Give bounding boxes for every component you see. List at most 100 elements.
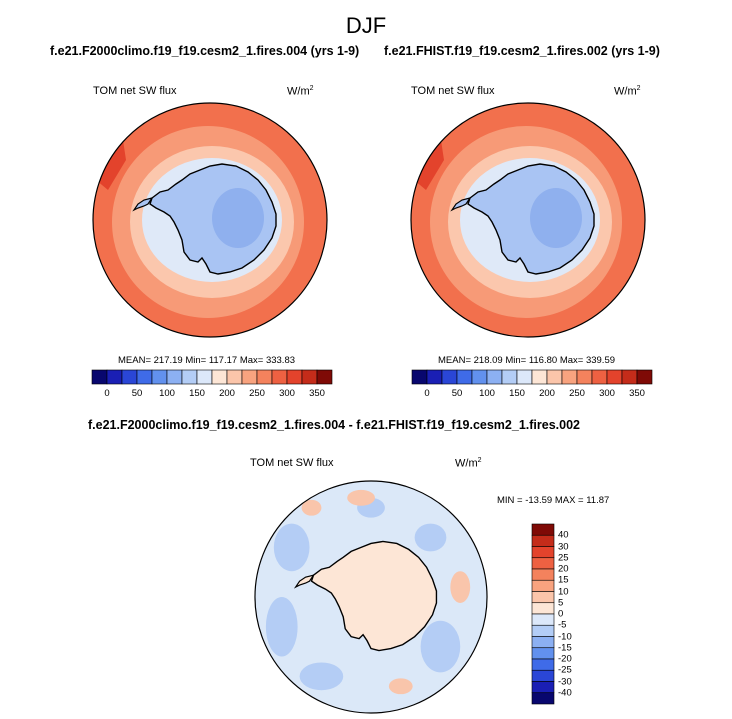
colorbar-tick-label: 0 bbox=[104, 388, 110, 399]
colorbar-cell bbox=[531, 369, 548, 385]
diff-variable-label: TOM net SW flux bbox=[250, 457, 334, 469]
negative-anomaly-patch bbox=[414, 523, 447, 552]
colorbar-cell bbox=[316, 369, 333, 385]
colorbar-tick-label: 15 bbox=[558, 574, 569, 586]
colorbar-cell bbox=[531, 523, 555, 536]
colorbar-cell bbox=[486, 369, 503, 385]
colorbar-tick-label: 10 bbox=[558, 586, 569, 597]
colorbar-tick-label: 350 bbox=[309, 388, 325, 399]
colorbar-cell bbox=[151, 369, 168, 385]
colorbar-cell bbox=[531, 546, 555, 559]
colorbar-cell bbox=[576, 369, 593, 385]
panel-2-case-title: f.e21.FHIST.f19_f19.cesm2_1.fires.002 (y… bbox=[384, 44, 660, 58]
colorbar-cell bbox=[501, 369, 518, 385]
negative-anomaly-patch bbox=[420, 620, 461, 673]
colorbar-cell bbox=[166, 369, 183, 385]
colorbar-tick-label: 250 bbox=[249, 388, 265, 399]
colorbar-cell bbox=[181, 369, 198, 385]
colorbar-cell bbox=[531, 658, 555, 671]
colorbar-cell bbox=[516, 369, 533, 385]
colorbar-cell bbox=[531, 692, 555, 705]
colorbar-cell bbox=[106, 369, 123, 385]
panel-1-stats: MEAN= 217.19 Min= 117.17 Max= 333.83 bbox=[118, 355, 296, 366]
antarctic-peninsula bbox=[132, 197, 154, 212]
panel-2-colorbar-ticks: 0 50 100 150 200 250 300 350 bbox=[412, 388, 652, 402]
colorbar-cell bbox=[531, 669, 555, 682]
colorbar-cell bbox=[636, 369, 653, 385]
antarctica-continent bbox=[310, 540, 438, 652]
colorbar-tick-label: 30 bbox=[558, 541, 569, 552]
panel-2-colorbar bbox=[411, 369, 653, 385]
colorbar-cell bbox=[531, 591, 555, 604]
colorbar-cell bbox=[531, 557, 555, 570]
colorbar-tick-label: -20 bbox=[558, 653, 572, 665]
antarctic-peninsula bbox=[450, 197, 472, 212]
colorbar-cell bbox=[196, 369, 213, 385]
colorbar-cell bbox=[531, 534, 555, 547]
positive-anomaly-patch bbox=[301, 499, 322, 516]
colorbar-tick-label: 300 bbox=[279, 388, 295, 399]
colorbar-tick-label: 50 bbox=[131, 388, 143, 399]
colorbar-cell bbox=[606, 369, 623, 385]
season-title: DJF bbox=[345, 13, 387, 38]
colorbar-tick-label: 200 bbox=[219, 388, 235, 399]
colorbar-tick-label: 0 bbox=[424, 388, 430, 399]
colorbar-tick-label: -25 bbox=[558, 664, 572, 676]
colorbar-tick-label: 100 bbox=[479, 388, 495, 399]
colorbar-tick-label: -5 bbox=[558, 619, 567, 631]
panel-2-polar-map bbox=[410, 102, 646, 338]
colorbar-cell bbox=[256, 369, 273, 385]
colorbar-tick-label: -10 bbox=[558, 631, 572, 642]
panel-2-stats: MEAN= 218.09 Min= 116.80 Max= 339.59 bbox=[438, 355, 616, 366]
colorbar-tick-label: 50 bbox=[451, 388, 463, 399]
panel-1-polar-map bbox=[92, 102, 328, 338]
colorbar-tick-label: 150 bbox=[189, 388, 205, 399]
colorbar-cell bbox=[426, 369, 443, 385]
colorbar-tick-label: -40 bbox=[558, 687, 572, 699]
colorbar-cell bbox=[621, 369, 638, 385]
colorbar-cell bbox=[531, 636, 555, 649]
positive-anomaly-patch bbox=[347, 489, 375, 506]
colorbar-cell bbox=[226, 369, 243, 385]
colorbar-tick-label: 100 bbox=[159, 388, 175, 399]
colorbar-cell bbox=[211, 369, 228, 385]
colorbar-tick-label: 25 bbox=[558, 552, 569, 564]
panel-2-variable-label: TOM net SW flux bbox=[411, 85, 495, 97]
colorbar-tick-label: 150 bbox=[509, 388, 525, 399]
colorbar-cell bbox=[531, 681, 555, 694]
colorbar-cell bbox=[121, 369, 138, 385]
diff-colorbar bbox=[531, 523, 555, 705]
colorbar-cell bbox=[531, 613, 555, 626]
colorbar-cell bbox=[591, 369, 608, 385]
colorbar-cell bbox=[136, 369, 153, 385]
colorbar-cell bbox=[546, 369, 563, 385]
colorbar-cell bbox=[411, 369, 428, 385]
diff-units: W/m2 bbox=[455, 457, 482, 470]
east-antarctic-plateau bbox=[212, 188, 264, 248]
panel-1-colorbar bbox=[91, 369, 333, 385]
panel-1-case-title: f.e21.F2000climo.f19_f19.cesm2_1.fires.0… bbox=[50, 44, 360, 58]
colorbar-cell bbox=[531, 568, 555, 581]
colorbar-tick-label: 0 bbox=[558, 608, 564, 620]
colorbar-cell bbox=[91, 369, 108, 385]
colorbar-tick-label: -30 bbox=[558, 676, 572, 687]
diff-polar-map bbox=[254, 480, 488, 714]
map-boundary-circle bbox=[410, 102, 646, 338]
negative-anomaly-patch bbox=[265, 597, 298, 657]
colorbar-cell bbox=[456, 369, 473, 385]
colorbar-cell bbox=[531, 579, 555, 592]
diff-case-title: f.e21.F2000climo.f19_f19.cesm2_1.fires.0… bbox=[88, 418, 580, 432]
colorbar-cell bbox=[531, 647, 555, 660]
colorbar-cell bbox=[271, 369, 288, 385]
colorbar-cell bbox=[286, 369, 303, 385]
positive-anomaly-patch bbox=[450, 571, 471, 603]
colorbar-cell bbox=[531, 624, 555, 637]
diff-stats: MIN = -13.59 MAX = 11.87 bbox=[497, 495, 610, 506]
colorbar-tick-label: 5 bbox=[558, 597, 564, 609]
colorbar-cell bbox=[301, 369, 318, 385]
negative-anomaly-patch bbox=[299, 662, 344, 691]
colorbar-cell bbox=[561, 369, 578, 385]
positive-anomaly-patch bbox=[388, 678, 413, 695]
map-boundary-circle bbox=[92, 102, 328, 338]
colorbar-tick-label: 300 bbox=[599, 388, 615, 399]
